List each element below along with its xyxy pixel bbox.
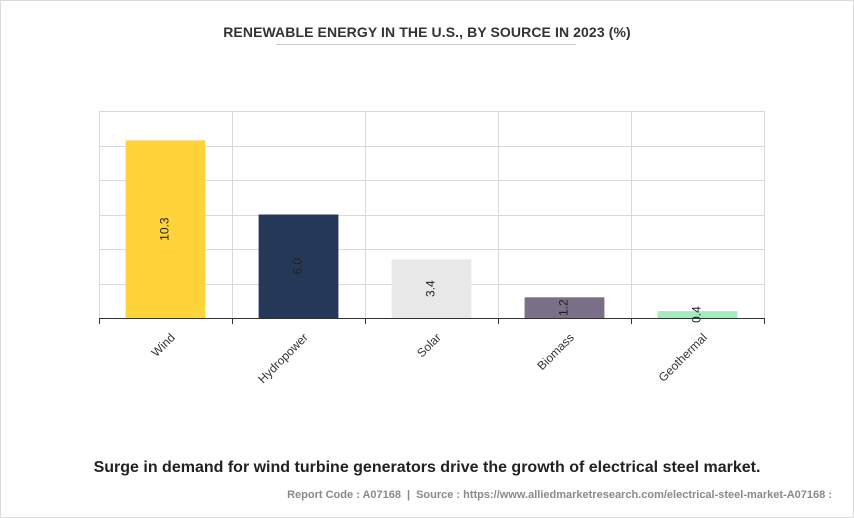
source-link[interactable]: Source : https://www.alliedmarketresearc… [416,489,832,501]
title-underline [276,44,576,45]
data-label-wind: 10.3 [158,217,172,241]
data-label-biomass: 1.2 [557,299,571,316]
footer-source: Report Code : A07168 | Source : https://ww… [287,489,832,501]
data-label-hydropower: 6.0 [291,258,305,275]
bar-chart: 10.3 6.0 3.4 1.2 0.4 Wind Hydropower Solar Biom… [99,111,765,386]
x-tick-label-biomass: Biomass [534,330,576,372]
data-label-solar: 3.4 [424,280,438,297]
x-tick-label-hydropower: Hydropower [255,330,311,386]
bar-biomass[interactable] [524,297,605,318]
bar-solar[interactable] [391,259,472,318]
bar-wind[interactable] [125,140,206,318]
x-tick-label-wind: Wind [149,330,178,359]
grid-lines [99,111,765,318]
x-tick-label-solar: Solar [414,330,444,360]
bars [125,140,738,319]
report-code: Report Code : A07168 [287,489,401,501]
footer-separator: | [406,489,411,501]
chart-title: RENEWABLE ENERGY IN THE U.S., BY SOURCE … [223,24,631,40]
data-label-geothermal: 0.4 [690,306,704,323]
x-tick-label-geothermal: Geothermal [656,330,710,384]
x-axis: Wind Hydropower Solar Biomass Geothermal [99,318,765,386]
chart-caption: Surge in demand for wind turbine generat… [93,459,761,476]
bar-geothermal[interactable] [657,311,738,318]
bar-hydropower[interactable] [258,214,339,319]
